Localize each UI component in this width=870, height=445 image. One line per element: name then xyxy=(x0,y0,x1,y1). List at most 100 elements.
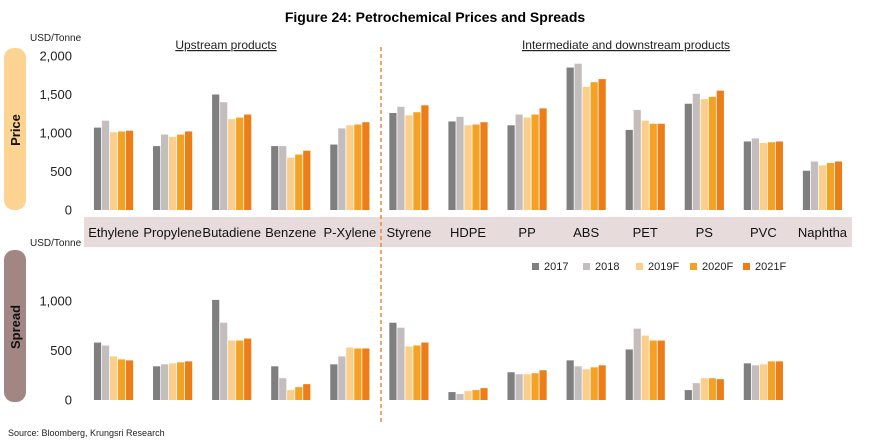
price-bar-2018-naphtha xyxy=(810,161,819,210)
spread-bar-2018-ethylene xyxy=(101,345,110,400)
spread-bars xyxy=(93,299,783,400)
price-ytick-label: 1,000 xyxy=(39,126,72,141)
price-bar-2019F-pp xyxy=(523,117,531,210)
price-bar-2018-ps xyxy=(692,93,700,210)
price-bar-2019F-styrene xyxy=(405,115,413,210)
spread-bar-2018-pp xyxy=(515,374,523,400)
spread-bar-2020F-p-xylene xyxy=(354,348,362,400)
price-bar-2017-pp xyxy=(507,125,515,210)
price-bar-2017-naphtha xyxy=(802,170,811,210)
category-label-benzene: Benzene xyxy=(265,225,316,240)
price-bar-2020F-pvc xyxy=(767,142,775,210)
price-bar-2017-butadiene xyxy=(212,94,220,210)
legend-label-2021F: 2021F xyxy=(755,261,786,273)
spread-bar-2017-hdpe xyxy=(448,392,456,400)
price-axis: 0 500 1,000 1,500 2,000 xyxy=(39,49,72,218)
price-bar-2021F-pp xyxy=(539,108,547,210)
spread-bar-2021F-butadiene xyxy=(244,338,252,400)
spread-bar-2021F-pet xyxy=(657,340,665,400)
spread-unit-label: USD/Tonne xyxy=(30,238,82,249)
spread-bar-2018-butadiene xyxy=(220,322,228,400)
price-bar-2019F-pvc xyxy=(759,143,767,210)
legend-label-2017: 2017 xyxy=(544,261,568,273)
legend-label-2019F: 2019F xyxy=(648,261,679,273)
spread-bar-2018-abs xyxy=(574,366,582,400)
spread-bar-2021F-propylene xyxy=(185,361,193,400)
price-bar-2017-p-xylene xyxy=(330,144,338,210)
price-bar-2019F-butadiene xyxy=(228,119,236,210)
legend-label-2020F: 2020F xyxy=(702,261,733,273)
price-ytick-label: 500 xyxy=(50,164,72,179)
category-label-naphtha: Naphtha xyxy=(798,225,848,240)
spread-bar-2019F-benzene xyxy=(287,390,295,400)
spread-bar-2017-pp xyxy=(507,372,515,400)
price-bar-2020F-pet xyxy=(649,123,657,210)
price-bar-2018-pet xyxy=(633,109,641,210)
price-side-tab xyxy=(4,48,26,210)
category-label-pvc: PVC xyxy=(750,225,777,240)
price-bar-2017-pvc xyxy=(743,141,751,210)
spread-bar-2021F-ps xyxy=(716,379,724,400)
price-ytick-label: 2,000 xyxy=(39,49,72,64)
spread-bar-2021F-p-xylene xyxy=(362,348,370,400)
spread-bar-2021F-styrene xyxy=(421,342,429,400)
price-bar-2020F-pp xyxy=(531,114,539,210)
price-bar-2020F-styrene xyxy=(413,112,421,210)
legend-swatch-2020F xyxy=(690,263,697,270)
category-label-abs: ABS xyxy=(573,225,599,240)
spread-side-label: Spread xyxy=(8,305,23,349)
spread-bar-2018-ps xyxy=(692,383,700,400)
price-bar-2020F-benzene xyxy=(295,154,303,210)
spread-bar-2017-p-xylene xyxy=(330,364,338,400)
spread-ytick-label: 1,000 xyxy=(39,293,72,308)
spread-bar-2020F-butadiene xyxy=(236,340,244,400)
price-bar-2018-p-xylene xyxy=(338,128,346,210)
legend-label-2018: 2018 xyxy=(595,261,619,273)
price-bar-2017-hdpe xyxy=(448,121,456,210)
price-bar-2018-styrene xyxy=(397,106,405,210)
price-bar-2019F-ps xyxy=(700,99,708,210)
price-bar-2020F-propylene xyxy=(177,134,185,210)
category-label-ps: PS xyxy=(696,225,714,240)
price-bar-2017-pet xyxy=(625,129,633,210)
price-bar-2018-butadiene xyxy=(220,102,228,210)
price-bar-2018-abs xyxy=(574,63,582,211)
price-bar-2021F-p-xylene xyxy=(362,122,370,210)
price-unit-label: USD/Tonne xyxy=(30,33,82,44)
price-bar-2020F-p-xylene xyxy=(354,124,362,210)
price-bar-2019F-pet xyxy=(641,120,649,210)
spread-ytick-label: 500 xyxy=(50,343,72,358)
price-bar-2017-styrene xyxy=(389,112,397,210)
category-labels: Ethylene Propylene Butadiene Benzene P-Xylen… xyxy=(88,225,848,240)
price-bar-2019F-naphtha xyxy=(818,165,827,210)
spread-bar-2020F-pet xyxy=(649,340,657,400)
spread-bar-2021F-benzene xyxy=(303,384,311,400)
spread-bar-2020F-propylene xyxy=(177,362,185,400)
spread-bar-2019F-hdpe xyxy=(464,391,472,400)
price-bar-2019F-p-xylene xyxy=(346,125,354,210)
legend-swatch-2019F xyxy=(636,263,643,270)
spread-bar-2017-butadiene xyxy=(212,299,220,400)
spread-bar-2017-pvc xyxy=(743,363,751,400)
group-label-downstream: Intermediate and downstream products xyxy=(522,38,730,52)
legend-swatch-2021F xyxy=(743,263,750,270)
price-bar-2019F-hdpe xyxy=(464,125,472,210)
price-bar-2020F-naphtha xyxy=(826,163,835,210)
spread-bar-2018-hdpe xyxy=(456,394,464,400)
price-bar-2020F-hdpe xyxy=(472,124,480,210)
category-label-butadiene: Butadiene xyxy=(202,225,261,240)
spread-bar-2019F-pet xyxy=(641,335,649,400)
price-bar-2021F-styrene xyxy=(421,105,429,210)
price-bar-2021F-hdpe xyxy=(480,122,488,210)
price-bar-2021F-ps xyxy=(716,90,724,210)
category-label-ethylene: Ethylene xyxy=(88,225,139,240)
spread-bar-2017-abs xyxy=(566,360,574,400)
spread-bar-2018-propylene xyxy=(161,364,169,400)
price-bar-2018-ethylene xyxy=(101,120,110,210)
price-bar-2021F-pet xyxy=(657,123,665,210)
price-bar-2020F-ps xyxy=(708,96,716,210)
spread-bar-2017-propylene xyxy=(153,366,161,400)
spread-bar-2021F-abs xyxy=(598,365,606,400)
spread-bar-2017-ps xyxy=(684,390,692,400)
